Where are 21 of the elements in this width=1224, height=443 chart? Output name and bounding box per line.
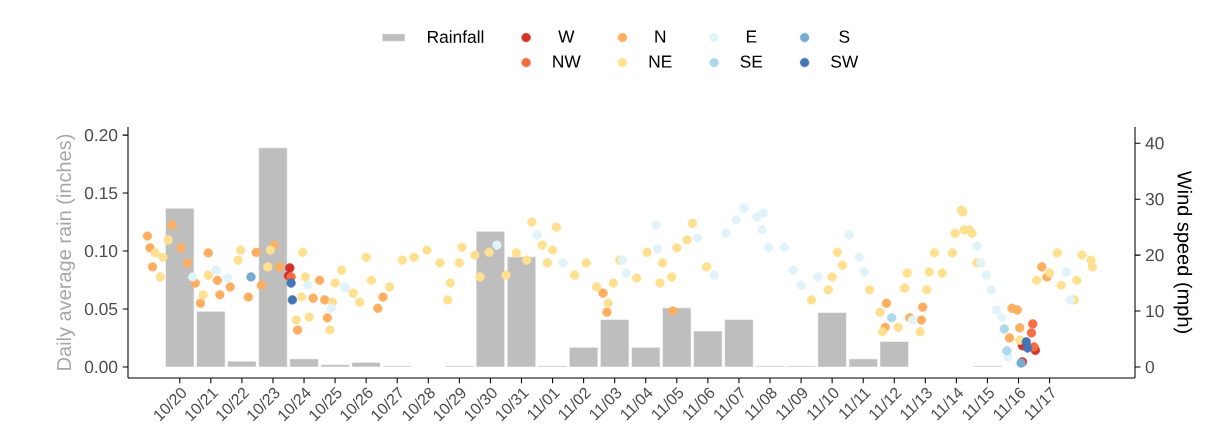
legend-label: SE: [740, 55, 763, 68]
legend-label: W: [558, 30, 575, 43]
legend-label: N: [655, 30, 666, 43]
y2-tick-label: 10: [1146, 304, 1164, 318]
y2-tick-label: 40: [1145, 137, 1164, 150]
y-tick-label: 0.00: [84, 360, 118, 374]
y2-tick-label: 0: [1145, 360, 1155, 374]
y2-tick-label: 30: [1145, 193, 1164, 206]
y-tick-label: 0.20: [84, 128, 118, 142]
legend-label: E: [746, 30, 757, 43]
legend-label: NW: [553, 55, 581, 68]
y2-tick-label: 20: [1145, 248, 1164, 262]
y-tick-label: 0.10: [84, 244, 118, 258]
y-tick-label: 0.15: [84, 186, 118, 200]
legend-label: Rainfall: [428, 30, 484, 43]
legend-label: SW: [831, 55, 859, 68]
legend-label: S: [839, 30, 850, 43]
y-tick-label: 0.05: [84, 302, 118, 316]
y2-axis-title: Wind speed (mph): [1173, 170, 1193, 333]
legend-label: NE: [649, 55, 672, 68]
y-axis-title: Daily average rain (inches): [56, 134, 76, 370]
